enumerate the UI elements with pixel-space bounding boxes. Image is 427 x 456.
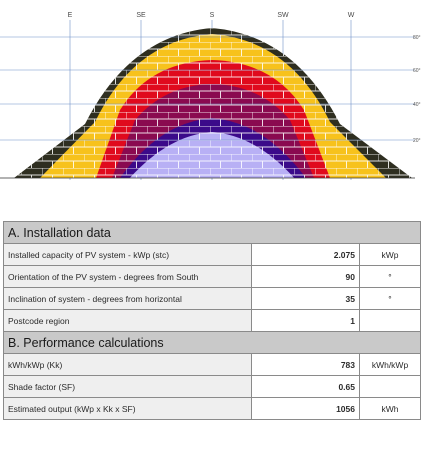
sun-path-diagram: E SE S SW W 80° 60° 40° 20° [0,12,421,180]
compass-southwest: SW [277,12,289,19]
row-label-shade: Shade factor (SF) [3,375,252,398]
row-value-capacity[interactable]: 2.075 [251,243,360,266]
row-label-output: Estimated output (kWp x Kk x SF) [3,397,252,420]
elevation-label-80: 80° [413,35,421,41]
table-row: Orientation of the PV system - degrees f… [3,265,422,288]
section-b-title: B. Performance calculations [2,331,422,354]
row-label-inclination: Inclination of system - degrees from hor… [3,287,252,310]
row-value-postcode[interactable]: 1 [251,309,360,332]
table-row: Inclination of system - degrees from hor… [3,287,422,310]
row-unit-shade [358,375,422,398]
row-label-orientation: Orientation of the PV system - degrees f… [3,265,252,288]
elevation-lines [0,36,415,179]
row-unit-capacity: kWp [358,243,422,266]
table-row: Shade factor (SF) 0.65 [3,375,422,398]
row-value-output: 1056 [251,397,360,420]
compass-southeast: SE [136,12,146,19]
section-a-title: A. Installation data [2,221,422,244]
section-b-header: B. Performance calculations [2,331,422,354]
row-unit-orientation: ° [358,265,422,288]
row-unit-kk: kWh/kWp [358,353,422,376]
pv-calculation-table: A. Installation data Installed capacity … [2,221,422,420]
row-value-kk: 783 [251,353,360,376]
elevation-label-20: 20° [413,138,421,144]
compass-west: W [348,12,355,19]
compass-south: S [210,12,215,19]
row-unit-postcode [358,309,422,332]
row-unit-output: kWh [358,397,422,420]
table-row: Installed capacity of PV system - kWp (s… [3,243,422,266]
elevation-label-40: 40° [413,102,421,108]
section-a-header: A. Installation data [2,221,422,244]
row-label-kk: kWh/kWp (Kk) [3,353,252,376]
row-value-inclination[interactable]: 35 [251,287,360,310]
elevation-label-60: 60° [413,68,421,74]
table-row: Estimated output (kWp x Kk x SF) 1056 kW… [3,397,422,420]
compass-east: E [68,12,73,19]
shading-zones [14,28,412,178]
table-row: kWh/kWp (Kk) 783 kWh/kWp [3,353,422,376]
row-label-capacity: Installed capacity of PV system - kWp (s… [3,243,252,266]
row-unit-inclination: ° [358,287,422,310]
table-row: Postcode region 1 [3,309,422,332]
row-value-shade[interactable]: 0.65 [251,375,360,398]
row-value-orientation[interactable]: 90 [251,265,360,288]
row-label-postcode: Postcode region [3,309,252,332]
